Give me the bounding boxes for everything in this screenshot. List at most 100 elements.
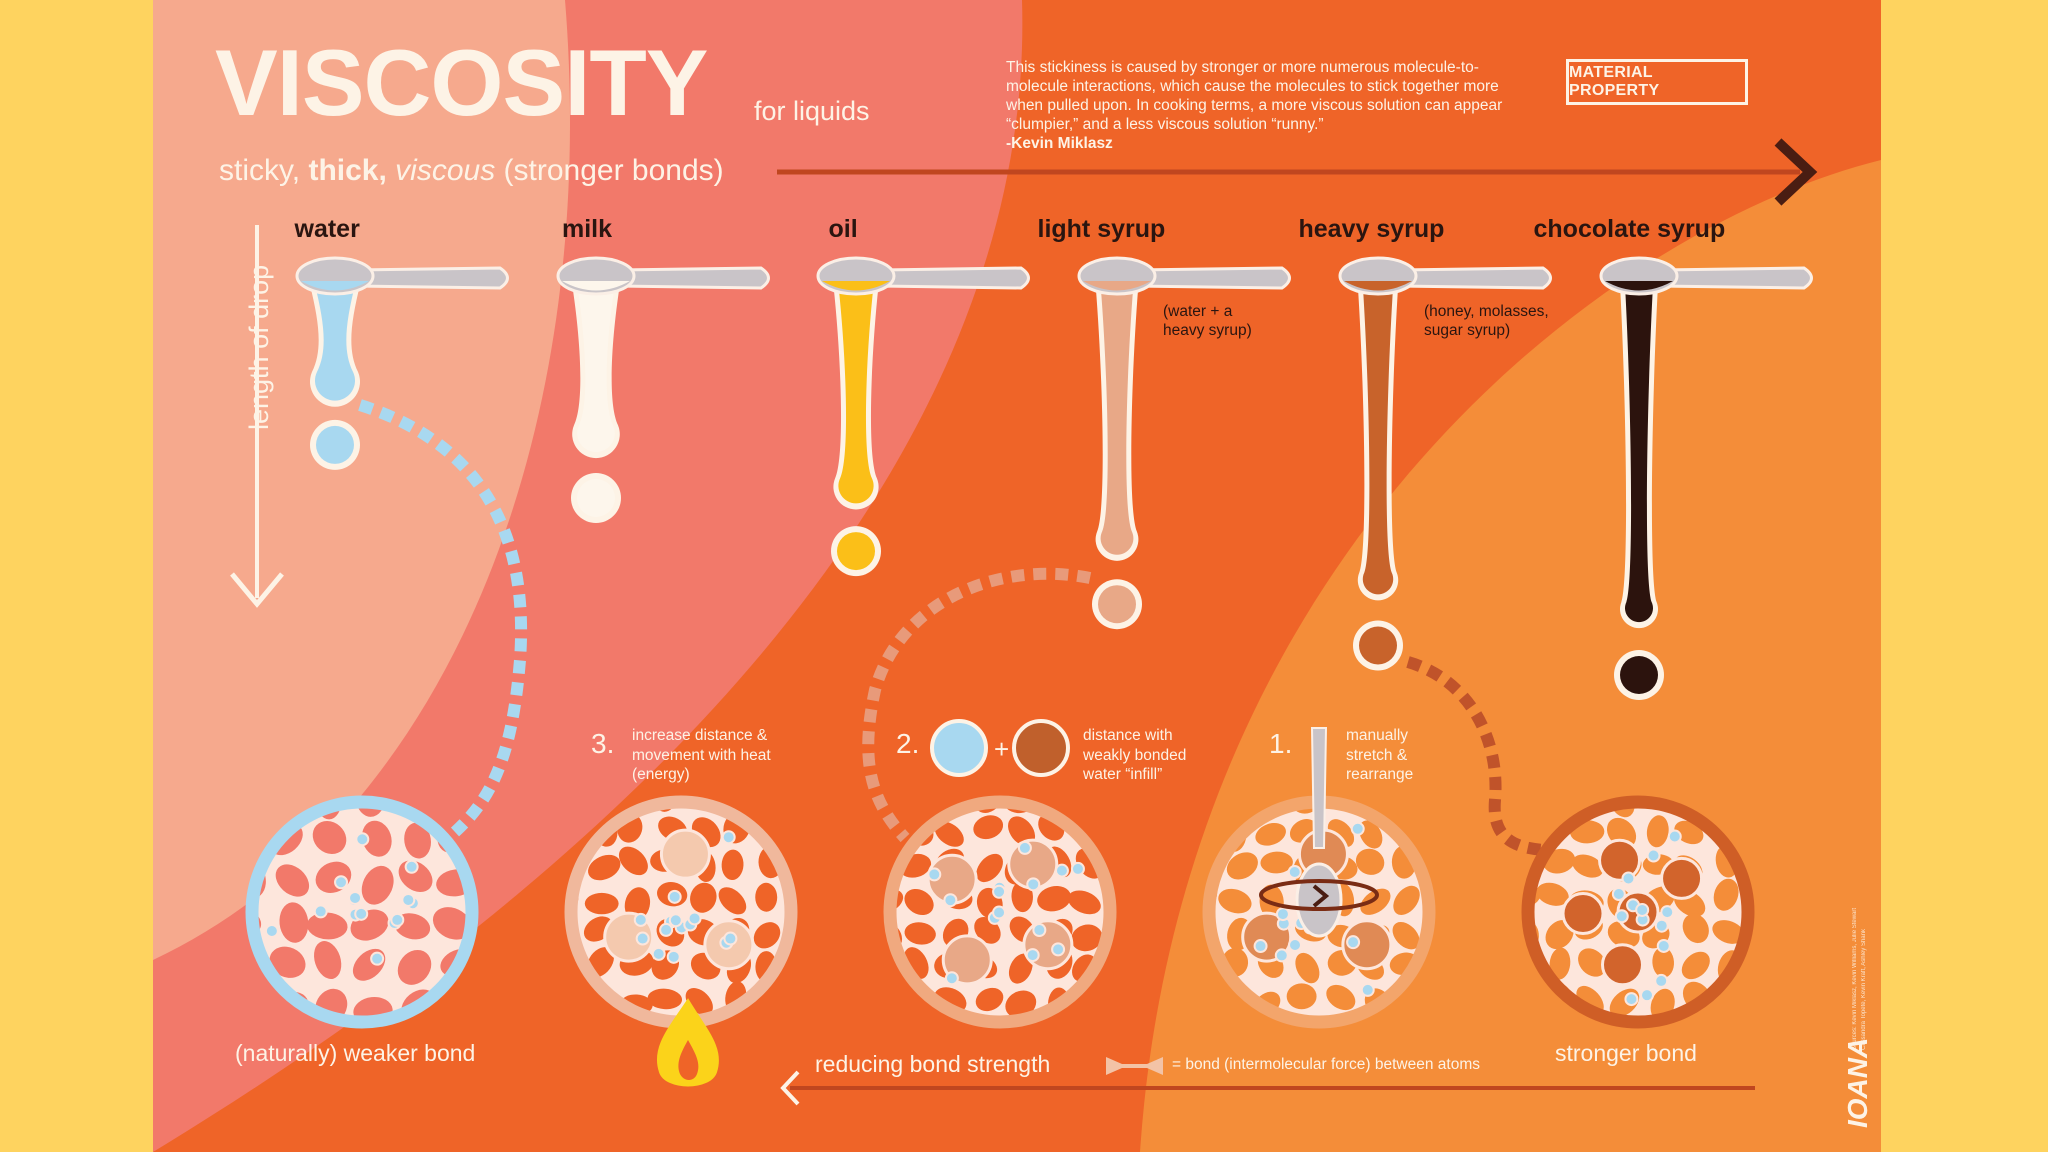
bond-dot: [1654, 973, 1669, 988]
liquid-oil: [816, 256, 1030, 577]
spoon-handle: [1396, 266, 1552, 290]
bond-dot: [943, 893, 958, 908]
stirring-spoon-icon: [1259, 727, 1379, 938]
molecule-blob: [404, 822, 431, 859]
tagline: sticky, thick, viscous (stronger bonds): [219, 154, 724, 188]
bond-dot: [313, 904, 328, 919]
bond-dot: [1635, 902, 1650, 917]
molecule-blob: [353, 997, 393, 1017]
molecule-blob: [1549, 947, 1571, 980]
molecule-blob: [1682, 913, 1709, 944]
molecule-blob: [279, 902, 309, 943]
molecule-ring: [245, 795, 479, 1029]
spoon-liquid: [1344, 281, 1412, 291]
large-particle: [659, 828, 711, 880]
liquid-stream: [1625, 285, 1653, 623]
heavy-syrup-circle-icon: [1012, 719, 1070, 777]
molecule-blob: [904, 888, 934, 916]
liquid-heavy-syrup: [1338, 256, 1552, 671]
molecule-blob: [1260, 851, 1293, 874]
molecule-blob: [1008, 953, 1033, 984]
molecule-blob: [1226, 852, 1258, 880]
molecule-blob: [1037, 886, 1072, 912]
molecule-blob: [934, 821, 964, 847]
water-connector: [358, 399, 527, 837]
molecule-blob: [362, 820, 392, 857]
molecule-blob: [1008, 816, 1036, 846]
spoon-handle: [1657, 266, 1813, 290]
liquid-stream: [1362, 285, 1394, 595]
spoon-liquid: [301, 281, 369, 291]
molecule-blob: [1067, 890, 1101, 915]
molecule-blob: [1578, 948, 1607, 977]
molecule-blob: [973, 815, 1004, 840]
bond-dot: [1054, 863, 1069, 878]
bond-dot: [1032, 923, 1047, 938]
spoon-handle: [1135, 266, 1291, 290]
page-title: VISCOSITY: [215, 30, 708, 135]
bond-dot: [354, 906, 369, 921]
liquid-label-heavy-syrup: heavy syrup: [1298, 215, 1445, 243]
molecule-blob: [361, 865, 394, 905]
liquid-label-oil: oil: [828, 215, 858, 243]
liquid-stream: [315, 285, 355, 401]
bond-glyph-icon: [1106, 1057, 1163, 1075]
molecule-blob: [275, 864, 310, 897]
bond-dot: [635, 931, 650, 946]
molecule-blob: [1681, 951, 1710, 980]
molecule-blob: [1359, 820, 1383, 849]
molecule-blob: [904, 922, 936, 945]
large-particle: [1341, 919, 1393, 971]
molecule-blob: [1326, 984, 1356, 1011]
molecule-blob: [755, 882, 778, 912]
molecule-blob: [306, 912, 348, 940]
bond-dot: [723, 931, 738, 946]
step-1-number: 1.: [1269, 728, 1293, 759]
falling-drop: [577, 479, 615, 517]
water-circle-icon: [930, 719, 988, 777]
reducing-bond-caption: reducing bond strength: [815, 1051, 1051, 1077]
artist-signature: IOANA: [1842, 1037, 1873, 1128]
molecule-blob: [1286, 983, 1317, 1010]
spoon-handle: [614, 266, 770, 290]
liquid-stream: [1100, 285, 1134, 555]
bond-dot: [666, 949, 681, 964]
molecule-blob: [1646, 815, 1669, 848]
light-syrup-connector: [862, 567, 1092, 843]
large-particle: [941, 934, 993, 986]
step-2-text: distance with weakly bonded water “infil…: [1083, 727, 1187, 783]
spoon-liquid: [1083, 281, 1151, 291]
molecule-blob: [1005, 990, 1037, 1017]
molecule-blob: [1255, 822, 1286, 846]
molecule-blob: [1674, 820, 1704, 845]
bond-dot: [1025, 948, 1040, 963]
bond-dot: [668, 913, 683, 928]
molecule-blob: [690, 882, 717, 913]
molecule-blob: [1295, 952, 1320, 984]
flame-icon: [656, 998, 719, 1087]
tagline-word-viscous: viscous: [395, 154, 496, 187]
molecule-blob: [1572, 854, 1604, 878]
spoon-liquid: [562, 281, 630, 291]
molecule-blob: [1652, 947, 1675, 978]
quote-author: -Kevin Miklasz: [1006, 135, 1113, 152]
liquid-milk: [556, 256, 770, 523]
bond-dot: [404, 859, 419, 874]
step-3-text: increase distance & movement with heat (…: [632, 727, 771, 783]
quote-block: This stickiness is caused by stronger or…: [1006, 58, 1526, 153]
stir-motion-ring: [1259, 879, 1379, 911]
page-title-suffix: for liquids: [754, 96, 870, 126]
credits-line-1: Sources: Kevin Miklasz, Kevin Williams, …: [1852, 907, 1858, 1050]
bond-dot: [992, 905, 1007, 920]
tagline-word-sticky: sticky,: [219, 154, 301, 187]
molecule-blob: [1071, 924, 1103, 952]
falling-drop: [1098, 585, 1136, 624]
molecule-blob: [269, 946, 306, 978]
stir-arrow-icon: [1312, 884, 1330, 908]
bond-dot: [1667, 829, 1682, 844]
spoon-liquid: [1605, 281, 1673, 291]
bond-dot: [1017, 840, 1032, 855]
molecule-blob: [1360, 888, 1391, 915]
molecule-blob: [397, 949, 432, 985]
